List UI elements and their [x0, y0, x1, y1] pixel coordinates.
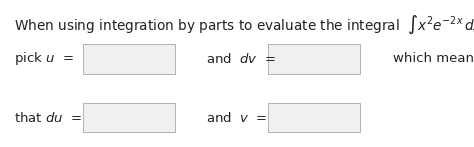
FancyBboxPatch shape — [268, 44, 360, 74]
Text: that $du$  =: that $du$ = — [14, 111, 82, 125]
FancyBboxPatch shape — [268, 103, 360, 132]
Text: pick $u$  =: pick $u$ = — [14, 50, 74, 67]
FancyBboxPatch shape — [83, 103, 175, 132]
Text: When using integration by parts to evaluate the integral  $\int x^2 e^{-2x}\, dx: When using integration by parts to evalu… — [14, 13, 474, 36]
Text: and  $v$  =: and $v$ = — [206, 111, 267, 125]
Text: which means: which means — [393, 52, 474, 65]
FancyBboxPatch shape — [83, 44, 175, 74]
Text: and  $dv$  =: and $dv$ = — [206, 52, 276, 66]
